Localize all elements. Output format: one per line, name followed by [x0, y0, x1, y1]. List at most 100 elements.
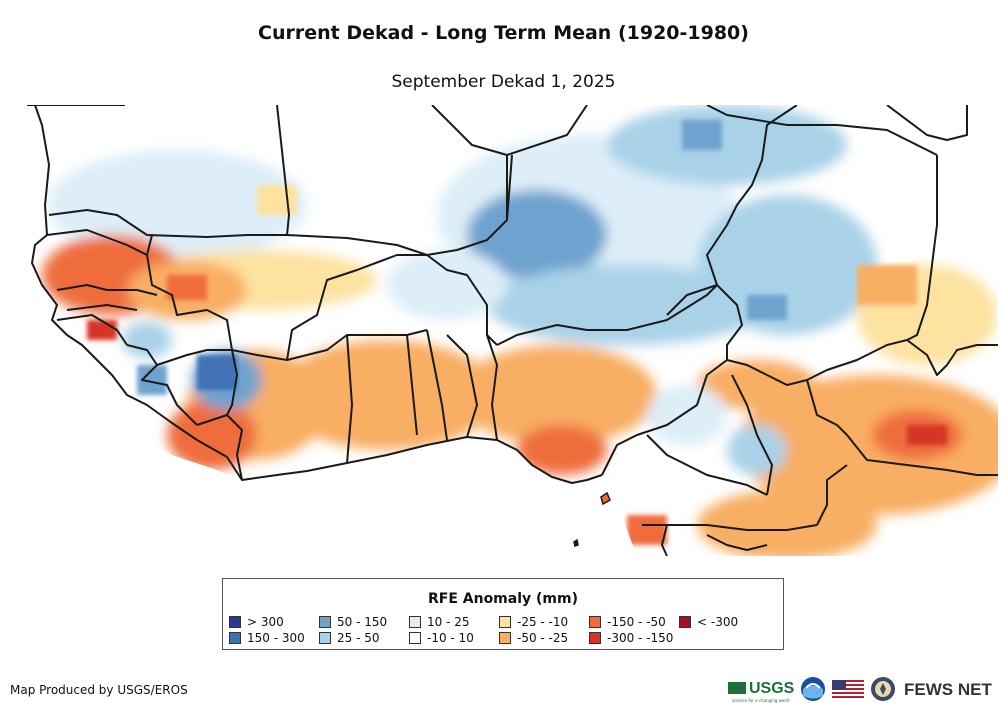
legend-swatch [589, 616, 601, 628]
border-line [66, 304, 138, 311]
border-line [276, 105, 290, 236]
border-line [496, 284, 718, 346]
legend-label: 50 - 150 [337, 615, 388, 629]
border-line [46, 229, 427, 361]
legend-swatch [499, 616, 511, 628]
anomaly-patch [387, 250, 507, 320]
legend-label: 150 - 300 [247, 631, 305, 645]
border-line [431, 105, 508, 156]
rainfall-anomaly-map [27, 105, 998, 556]
us-flag-icon [832, 680, 864, 704]
border-line [726, 339, 998, 386]
border-line [56, 314, 128, 346]
border-line [406, 334, 418, 436]
border-line [806, 379, 998, 476]
legend-label: 10 - 25 [427, 615, 470, 629]
anomaly-patch [627, 515, 667, 545]
map-title: Current Dekad - Long Term Mean (1920-198… [258, 22, 749, 44]
legend-item: -300 - -150 [589, 631, 673, 645]
map-subtitle: September Dekad 1, 2025 [391, 72, 616, 92]
anomaly-detail [87, 120, 947, 545]
sao-tome-island [573, 538, 579, 547]
border-line [661, 524, 668, 556]
ocean-mask [27, 345, 637, 556]
anomaly-patch [727, 425, 787, 475]
border-line [706, 105, 938, 156]
border-line [706, 534, 768, 551]
border-line [226, 349, 238, 416]
anomaly-patch [682, 120, 722, 150]
legend-item: 150 - 300 [229, 631, 305, 645]
anomaly-patch [747, 295, 787, 320]
legend-item: -25 - -10 [499, 615, 568, 629]
coastline [31, 105, 603, 484]
border-line [816, 464, 848, 526]
legend-label: 25 - 50 [337, 631, 380, 645]
usgs-logo: USGS [728, 680, 794, 698]
anomaly-patch [697, 360, 817, 410]
ocean-mask [27, 105, 57, 345]
border-line [126, 344, 198, 426]
border-line [156, 349, 232, 366]
legend-label: > 300 [247, 615, 284, 629]
anomaly-patch [517, 425, 607, 475]
legend-swatch [319, 632, 331, 644]
legend: RFE Anomaly (mm) > 300 150 - 300 50 - 150 2… [222, 578, 784, 650]
border-line [646, 434, 768, 496]
noaa-logo-icon [800, 676, 826, 706]
logo-bar: USGS science for a changing world FEWS N… [728, 676, 998, 706]
border-line [601, 284, 743, 476]
anomaly-patch [87, 320, 117, 340]
legend-item: -150 - -50 [589, 615, 666, 629]
legend-label: -300 - -150 [607, 631, 674, 645]
border-line [886, 105, 968, 141]
anomaly-patch [857, 265, 917, 305]
border-line [196, 414, 243, 481]
border-line [642, 524, 818, 531]
anomaly-patch [467, 190, 607, 280]
border-line [906, 155, 938, 341]
anomaly-patch [697, 490, 877, 556]
border-line [506, 154, 513, 221]
legend-swatch [229, 616, 241, 628]
border-line [706, 105, 798, 286]
islands [573, 491, 611, 547]
border-line [426, 254, 498, 346]
border-line [446, 334, 478, 438]
border-line [56, 284, 158, 296]
border-line [146, 234, 153, 256]
border-line [486, 334, 498, 441]
legend-item: > 300 [229, 615, 284, 629]
anomaly-patch [907, 425, 947, 445]
legend-item: 10 - 25 [409, 615, 470, 629]
legend-swatch [589, 632, 601, 644]
legend-swatch [499, 632, 511, 644]
border-line [731, 374, 773, 496]
anomaly-patch [277, 340, 497, 450]
legend-swatch [409, 616, 421, 628]
border-line [426, 329, 448, 441]
anomaly-patch [122, 322, 172, 358]
legend-swatch [409, 632, 421, 644]
anomaly-patch [167, 275, 207, 300]
anomaly-patch [647, 385, 727, 445]
anomaly-patch [47, 150, 307, 260]
legend-swatch [679, 616, 691, 628]
anomaly-patch [257, 185, 297, 215]
border-line [666, 284, 718, 316]
anomaly-patch [607, 105, 847, 185]
credit-text: Map Produced by USGS/EROS [10, 683, 188, 697]
anomaly-patch [737, 375, 998, 515]
legend-item: -50 - -25 [499, 631, 568, 645]
legend-label: -25 - -10 [517, 615, 569, 629]
border-line [346, 334, 353, 464]
legend-item: -10 - 10 [409, 631, 474, 645]
country-borders [27, 105, 998, 556]
state-department-seal-icon [870, 676, 896, 706]
legend-item: 25 - 50 [319, 631, 380, 645]
usgs-tagline: science for a changing world [732, 698, 790, 703]
bioko-island [600, 491, 611, 506]
fews-net-logo: FEWS NET [904, 680, 992, 699]
border-line [48, 105, 588, 256]
legend-title: RFE Anomaly (mm) [427, 591, 578, 607]
